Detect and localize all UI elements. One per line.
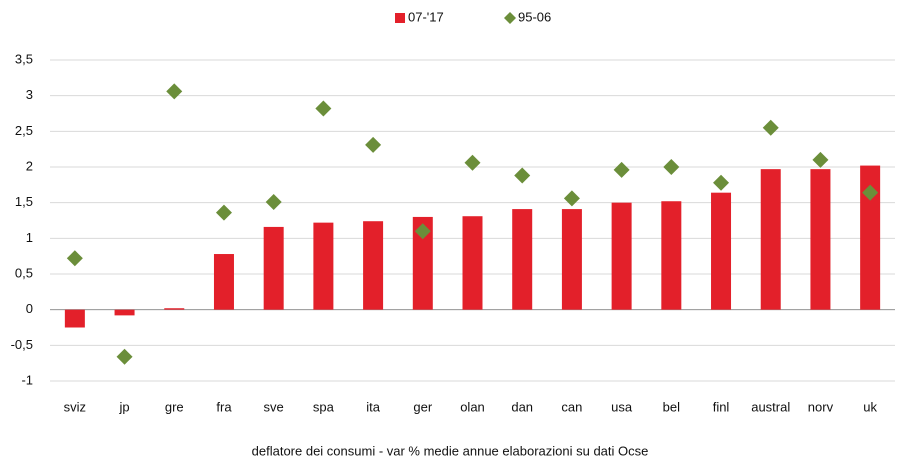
bar (512, 209, 533, 310)
x-tick-label: sve (264, 399, 284, 414)
y-tick-label: 2,5 (15, 123, 33, 138)
diamond (265, 193, 282, 210)
x-tick-label: finl (713, 399, 730, 414)
bar (661, 201, 682, 310)
bar (462, 216, 483, 310)
diamond (116, 348, 133, 365)
caption: deflatore dei consumi - var % medie annu… (252, 443, 649, 458)
x-tick-label: usa (611, 399, 633, 414)
x-tick-label: gre (165, 399, 184, 414)
bar (164, 308, 185, 310)
diamond (862, 184, 879, 201)
bar (561, 209, 582, 310)
diamond (166, 83, 183, 100)
x-tick-label: can (561, 399, 582, 414)
legend-swatch (395, 13, 405, 23)
bar (810, 169, 831, 310)
x-tick-label: ger (413, 399, 432, 414)
diamond (514, 167, 531, 184)
x-tick-label: austral (751, 399, 790, 414)
diamond (663, 159, 680, 175)
x-tick-label: olan (460, 399, 485, 414)
x-tick-label: norv (808, 399, 834, 414)
bar (363, 221, 384, 310)
diamond (414, 223, 431, 240)
legend-swatch (504, 12, 516, 24)
y-tick-label: 3 (26, 87, 33, 102)
diamond (563, 190, 580, 207)
diamond (812, 151, 829, 168)
bar (760, 169, 781, 310)
diamond (464, 154, 481, 171)
bar (313, 222, 334, 310)
diamond (66, 250, 83, 267)
diamond (613, 161, 630, 178)
bar (263, 226, 284, 310)
diamond (215, 204, 232, 221)
x-tick-label: sviz (64, 399, 86, 414)
y-tick-label: 0 (26, 301, 33, 316)
x-tick-label: fra (216, 399, 232, 414)
x-tick-label: uk (863, 399, 877, 414)
bar (412, 216, 433, 310)
diamond (762, 119, 779, 136)
diamond (365, 136, 382, 153)
legend-label: 07-'17 (408, 9, 444, 24)
diamond (713, 174, 730, 191)
bar (64, 309, 85, 328)
x-tick-label: bel (663, 399, 680, 414)
bar (611, 202, 632, 310)
bar (114, 309, 135, 316)
y-tick-label: 2 (26, 158, 33, 173)
y-tick-label: -0,5 (11, 337, 33, 352)
bar (213, 254, 234, 310)
y-tick-label: 1,5 (15, 194, 33, 209)
bar (711, 192, 732, 310)
y-tick-label: 3,5 (15, 51, 33, 66)
diamond (315, 100, 332, 117)
y-tick-label: -1 (21, 372, 33, 387)
x-tick-label: spa (313, 399, 335, 414)
legend-label: 95-06 (518, 9, 551, 24)
x-tick-label: jp (118, 399, 129, 414)
bar (860, 165, 881, 310)
x-tick-label: ita (366, 399, 381, 414)
y-tick-label: 1 (26, 230, 33, 245)
x-tick-label: dan (511, 399, 533, 414)
y-tick-label: 0,5 (15, 265, 33, 280)
